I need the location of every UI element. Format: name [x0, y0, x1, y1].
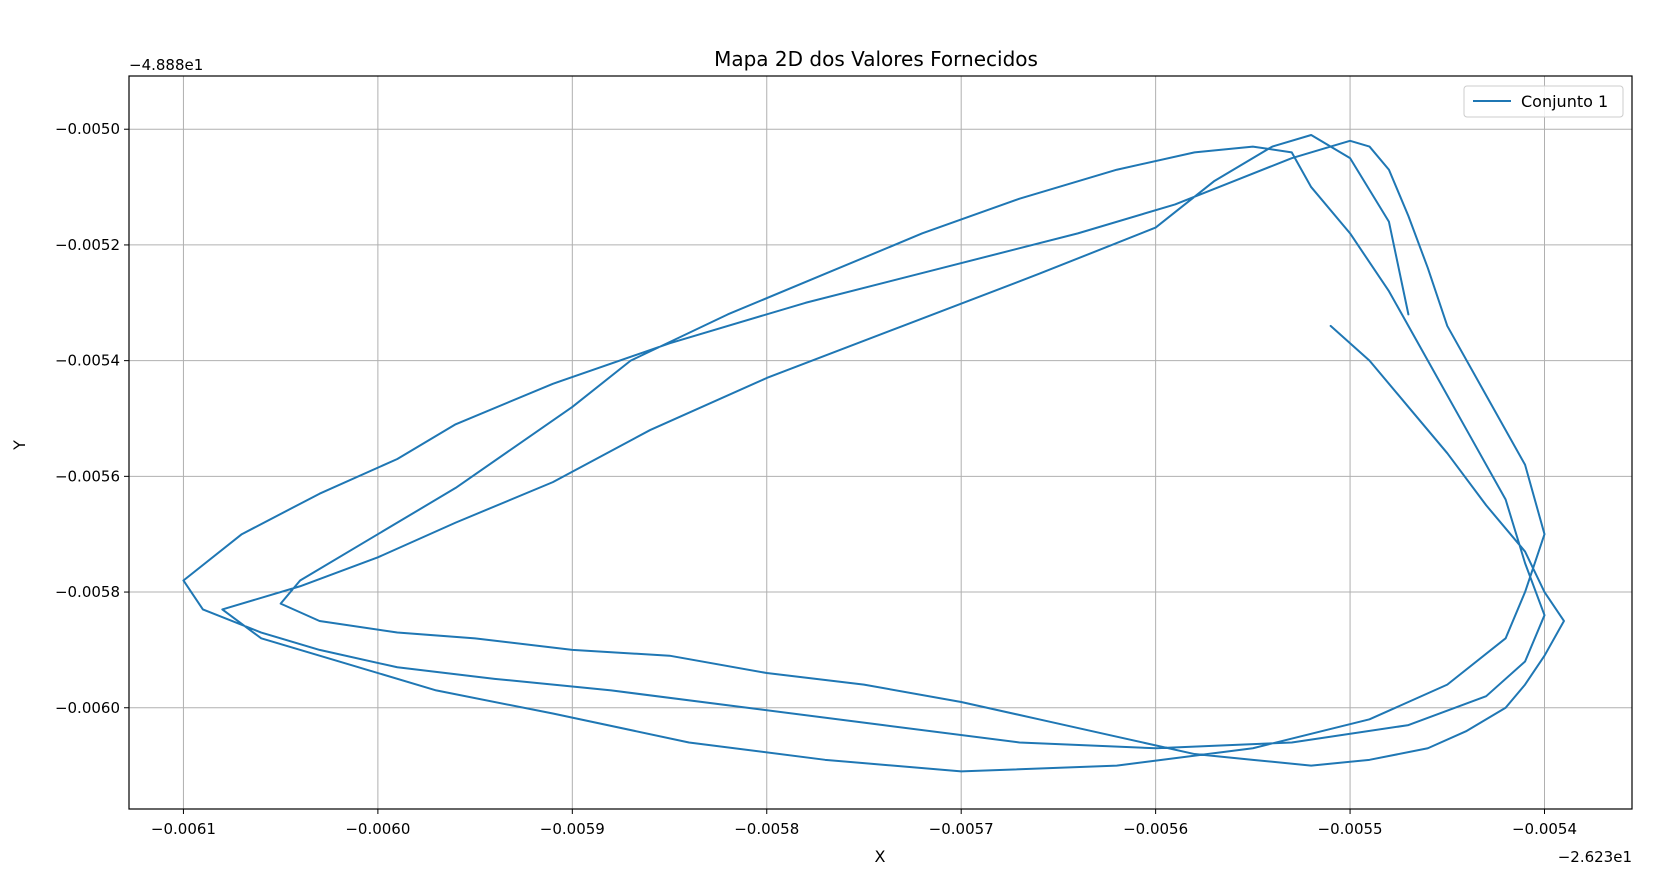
x-tick-label: −0.0057 — [929, 820, 994, 838]
chart-title: Mapa 2D dos Valores Fornecidos — [714, 47, 1038, 71]
y-axis-offset-label: −4.888e1 — [129, 56, 203, 74]
series-layer — [182, 134, 1565, 773]
y-tick-label: −0.0052 — [55, 236, 120, 254]
y-tick-label: −0.0056 — [55, 467, 120, 485]
grid-lines — [129, 76, 1632, 809]
y-axis-ticks: −0.0050 −0.0052 −0.0054 −0.0056 −0.0058 −0.00… — [55, 120, 129, 717]
x-axis-offset-label: −2.623e1 — [1558, 848, 1632, 866]
x-tick-label: −0.0056 — [1123, 820, 1188, 838]
legend-box — [1463, 85, 1624, 118]
y-tick-label: −0.0058 — [55, 583, 120, 601]
x-axis-ticks: −0.0061 −0.0060 −0.0059 −0.0058 −0.0057 −0.00… — [151, 809, 1577, 838]
legend-entry-label: Conjunto 1 — [1521, 92, 1608, 111]
x-tick-label: −0.0054 — [1512, 820, 1577, 838]
plot-frame — [128, 75, 1633, 810]
x-tick-label: −0.0060 — [345, 820, 410, 838]
x-axis-label: X — [875, 847, 886, 866]
x-tick-label: −0.0058 — [734, 820, 799, 838]
x-tick-label: −0.0055 — [1318, 820, 1383, 838]
x-tick-label: −0.0061 — [151, 820, 216, 838]
y-axis-label: Y — [10, 440, 29, 451]
y-tick-label: −0.0054 — [55, 352, 120, 370]
series-line-conjunto-1 — [182, 134, 1565, 773]
x-tick-label: −0.0059 — [540, 820, 605, 838]
legend: Conjunto 1 — [1463, 85, 1624, 118]
y-tick-label: −0.0050 — [55, 120, 120, 138]
y-tick-label: −0.0060 — [55, 699, 120, 717]
